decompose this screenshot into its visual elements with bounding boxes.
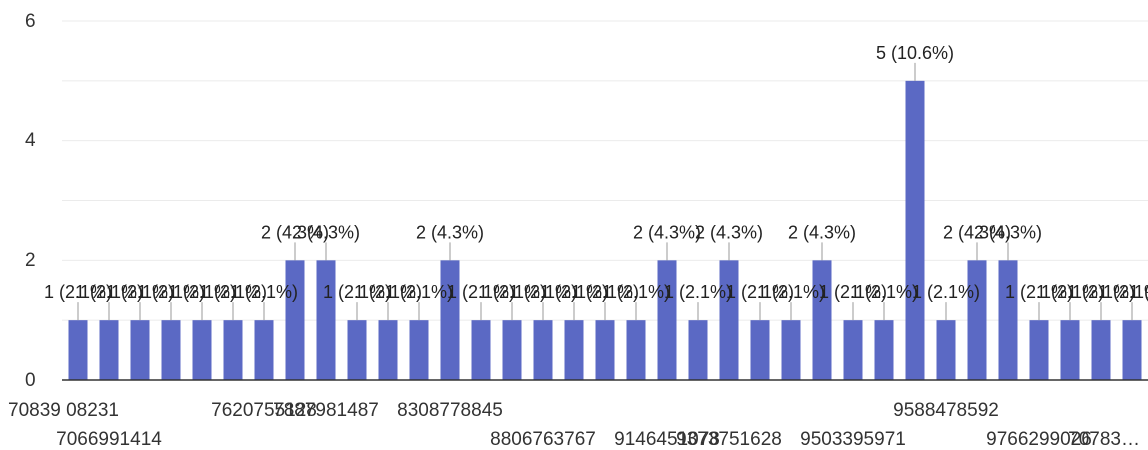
bar-24 — [812, 260, 832, 380]
y-tick-label-0: 0 — [25, 370, 36, 391]
y-axis-ticks: 0 2 4 6 — [25, 11, 36, 391]
data-label-26: 1 (2.1%) — [850, 282, 918, 302]
bar-18 — [626, 320, 646, 380]
data-label-19: 2 (4.3%) — [633, 222, 701, 242]
bar-31 — [1029, 320, 1049, 380]
data-label-16: 1 (2.1%) — [540, 282, 608, 302]
data-label-11: 1 (2.1%) — [385, 282, 453, 302]
bar-7 — [285, 260, 305, 380]
data-label-12: 2 (4.3%) — [416, 222, 484, 242]
bar-33 — [1091, 320, 1111, 380]
x-axis-ticks: 70839 08231 7066991414 7620755128788798148… — [8, 400, 1140, 450]
data-label-3: 1 (2.1%) — [137, 282, 205, 302]
bar-0 — [68, 320, 88, 380]
bar-29 — [967, 260, 987, 380]
x-tick-label-21: 9373751628 — [676, 429, 782, 450]
x-tick-label-6: 7620755128 — [211, 400, 317, 421]
data-label-34: 1 (2.1%) — [1098, 282, 1148, 302]
x-tick-label-31: 9766299026 — [986, 429, 1092, 450]
x-tick-label-35: 70783… — [1068, 429, 1140, 450]
bar-4 — [192, 320, 212, 380]
bar-8 — [316, 260, 336, 380]
x-tick-label-8: 7887981487 — [273, 400, 379, 421]
data-label-5: 1 (2.1%) — [199, 282, 267, 302]
bar-27 — [905, 80, 925, 380]
bar-21 — [719, 260, 739, 380]
data-label-23: 1 (2.1%) — [757, 282, 825, 302]
data-label-6: 1 (2.1%) — [230, 282, 298, 302]
bar-20 — [688, 320, 708, 380]
data-label-10: 1 (2.1%) — [354, 282, 422, 302]
bar-17 — [595, 320, 615, 380]
y-tick-label-6: 6 — [25, 11, 36, 32]
data-label-8: 2 (4.3%) — [292, 222, 360, 242]
x-tick-label-28: 9588478592 — [893, 400, 999, 421]
bar-12 — [440, 260, 460, 380]
data-label-4: 1 (2.1%) — [168, 282, 236, 302]
data-label-22: 1 (2.1%) — [726, 282, 794, 302]
y-tick-label-4: 4 — [25, 130, 36, 151]
bar-14 — [502, 320, 522, 380]
data-label-21: 2 (4.3%) — [695, 222, 763, 242]
data-label-7: 2 (4.3%) — [261, 222, 329, 242]
data-label-17: 1 (2.1%) — [571, 282, 639, 302]
bar-30 — [998, 260, 1018, 380]
bar-2 — [130, 320, 150, 380]
bar-32 — [1060, 320, 1080, 380]
bar-9 — [347, 320, 367, 380]
data-label-31: 1 (2.1%) — [1005, 282, 1073, 302]
bar-16 — [564, 320, 584, 380]
data-label-14: 1 (2.1%) — [478, 282, 546, 302]
data-label-18: 1 (2.1%) — [602, 282, 670, 302]
bar-10 — [378, 320, 398, 380]
bar-13 — [471, 320, 491, 380]
data-label-27: 5 (10.6%) — [876, 43, 954, 63]
bar-1 — [99, 320, 119, 380]
data-label-30: 2 (4.3%) — [974, 222, 1042, 242]
data-label-1: 1 (2.1%) — [75, 282, 143, 302]
data-label-20: 1 (2.1%) — [664, 282, 732, 302]
bar-26 — [874, 320, 894, 380]
data-label-9: 1 (2.1%) — [323, 282, 391, 302]
data-label-24: 2 (4.3%) — [788, 222, 856, 242]
bars — [68, 80, 1142, 380]
bar-11 — [409, 320, 429, 380]
x-tick-label-12: 8308778845 — [397, 400, 503, 421]
x-tick-label-25: 9503395971 — [800, 429, 906, 450]
bar-3 — [161, 320, 181, 380]
gridlines — [62, 20, 1148, 321]
bar-28 — [936, 320, 956, 380]
data-label-13: 1 (2.1%) — [447, 282, 515, 302]
data-label-33: 1 (2.1%) — [1067, 282, 1135, 302]
bar-25 — [843, 320, 863, 380]
data-label-28: 1 (2.1%) — [912, 282, 980, 302]
bar-34 — [1122, 320, 1142, 380]
x-tick-label-1: 7066991414 — [56, 429, 162, 450]
data-label-25: 1 (2.1%) — [819, 282, 887, 302]
x-tick-label-15: 8806763767 — [490, 429, 596, 450]
x-tick-label-0: 70839 08231 — [8, 400, 119, 421]
bar-22 — [750, 320, 770, 380]
data-label-0: 1 (2.1%) — [44, 282, 112, 302]
data-label-35: 1 (2.1%) — [1129, 282, 1148, 302]
bar-19 — [657, 260, 677, 380]
data-labels: 1 (2.1%)1 (2.1%)1 (2.1%)1 (2.1%)1 (2.1%)… — [44, 43, 1148, 321]
bar-6 — [254, 320, 274, 380]
data-label-2: 1 (2.1%) — [106, 282, 174, 302]
bar-23 — [781, 320, 801, 380]
y-tick-label-2: 2 — [25, 250, 36, 271]
bar-15 — [533, 320, 553, 380]
data-label-29: 2 (4.3%) — [943, 222, 1011, 242]
x-tick-label-19: 9146451078 — [614, 429, 720, 450]
data-label-15: 1 (2.1%) — [509, 282, 577, 302]
data-label-32: 1 (2.1%) — [1036, 282, 1104, 302]
bar-5 — [223, 320, 243, 380]
